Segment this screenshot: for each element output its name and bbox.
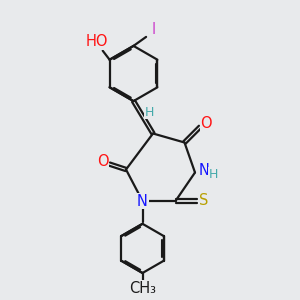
Text: CH₃: CH₃ [129,281,156,296]
Text: O: O [97,154,109,169]
Text: H: H [144,106,154,119]
Text: N: N [199,163,209,178]
Text: N: N [137,194,148,208]
Text: HO: HO [85,34,108,49]
Text: H: H [209,167,218,181]
Text: I: I [152,22,156,37]
Text: O: O [200,116,212,131]
Text: S: S [199,193,208,208]
